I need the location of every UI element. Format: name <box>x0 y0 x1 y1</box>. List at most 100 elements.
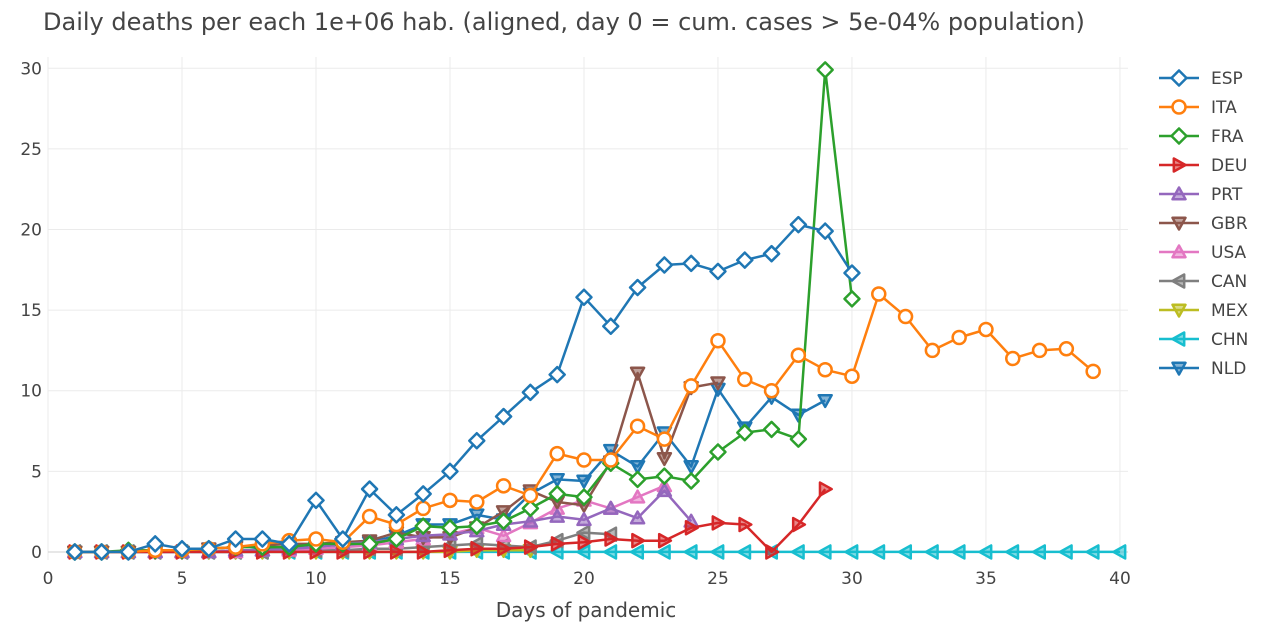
data-point <box>1170 127 1188 145</box>
data-point <box>549 472 565 488</box>
data-point <box>738 516 753 533</box>
data-point <box>763 382 780 399</box>
data-point <box>441 519 459 537</box>
series-layer <box>66 61 1127 561</box>
data-point <box>629 544 645 560</box>
x-tick-label: 20 <box>573 569 595 589</box>
series-esp <box>66 215 861 561</box>
data-point <box>656 544 671 560</box>
data-point <box>360 535 379 553</box>
data-point <box>629 366 646 381</box>
data-point <box>843 290 861 308</box>
data-point <box>628 470 647 489</box>
legend-item-can[interactable]: CAN <box>1159 272 1247 292</box>
legend-item-mex[interactable]: MEX <box>1159 301 1248 321</box>
data-point <box>871 286 887 302</box>
data-point <box>816 61 834 79</box>
data-point <box>817 393 833 409</box>
data-point <box>280 535 298 553</box>
data-point <box>1172 157 1187 173</box>
y-tick-label: 0 <box>31 543 42 563</box>
data-point <box>816 222 834 240</box>
data-point <box>497 540 512 557</box>
data-point <box>468 517 486 535</box>
data-point <box>631 532 646 549</box>
data-point <box>629 418 646 434</box>
data-point <box>387 530 406 548</box>
data-point <box>334 530 352 548</box>
data-point <box>603 544 618 560</box>
data-point <box>897 308 914 325</box>
data-point <box>253 530 272 548</box>
x-tick-label: 25 <box>707 569 729 589</box>
data-point <box>978 544 993 560</box>
legend-label: NLD <box>1211 359 1246 379</box>
grid <box>47 57 1128 560</box>
data-point <box>737 544 752 560</box>
data-point <box>495 478 512 494</box>
data-point <box>844 544 859 560</box>
data-point <box>1031 544 1047 560</box>
data-point <box>307 491 325 510</box>
legend-item-deu[interactable]: DEU <box>1159 156 1247 176</box>
data-point <box>978 321 994 338</box>
data-point <box>200 539 218 558</box>
legend-item-gbr[interactable]: GBR <box>1159 214 1248 234</box>
data-point <box>470 540 485 557</box>
data-point <box>1171 99 1187 115</box>
data-point <box>603 500 619 515</box>
data-point <box>817 544 832 560</box>
data-point <box>656 451 673 467</box>
data-point <box>361 508 378 525</box>
data-point <box>683 378 699 394</box>
data-point <box>66 543 84 561</box>
data-point <box>709 262 727 281</box>
legend[interactable]: ESP ITA FRA DEU PRT GBR USA CAN MEX CHN NLD <box>1159 69 1248 379</box>
data-point <box>682 472 700 490</box>
data-point <box>522 513 539 528</box>
data-point <box>602 317 620 335</box>
data-point <box>951 544 966 560</box>
x-tick-label: 35 <box>975 569 997 589</box>
legend-item-ita[interactable]: ITA <box>1159 98 1237 118</box>
data-point <box>629 460 646 475</box>
legend-item-nld[interactable]: NLD <box>1159 359 1246 379</box>
data-point <box>549 508 565 523</box>
data-point <box>682 254 700 273</box>
data-point <box>711 515 726 531</box>
data-point <box>897 544 913 560</box>
data-point <box>416 544 431 560</box>
data-point <box>576 474 592 489</box>
data-point <box>522 487 539 504</box>
data-point <box>146 535 164 553</box>
data-point <box>765 544 780 560</box>
data-point <box>549 445 565 462</box>
legend-item-esp[interactable]: ESP <box>1159 69 1243 89</box>
data-point <box>1171 361 1187 376</box>
x-tick-label: 5 <box>177 569 188 589</box>
data-point <box>789 215 808 234</box>
data-point <box>789 430 808 448</box>
data-point <box>710 332 726 349</box>
legend-label: CHN <box>1211 330 1248 350</box>
legend-item-prt[interactable]: PRT <box>1159 185 1243 205</box>
legend-item-fra[interactable]: FRA <box>1159 127 1244 147</box>
chart-title: Daily deaths per each 1e+06 hab. (aligne… <box>43 8 1085 36</box>
data-point <box>576 511 592 527</box>
data-point <box>656 482 673 498</box>
data-point <box>521 383 540 402</box>
data-point <box>683 460 699 475</box>
legend-label: PRT <box>1211 185 1243 205</box>
legend-item-usa[interactable]: USA <box>1159 243 1247 263</box>
data-point <box>548 365 566 384</box>
data-point <box>441 462 459 481</box>
data-point <box>817 362 833 378</box>
data-point <box>415 528 431 543</box>
data-point <box>1171 244 1187 259</box>
legend-label: DEU <box>1211 156 1247 176</box>
data-point <box>1005 350 1021 367</box>
data-point <box>360 480 379 498</box>
legend-item-chn[interactable]: CHN <box>1159 330 1248 350</box>
data-point <box>414 517 432 535</box>
